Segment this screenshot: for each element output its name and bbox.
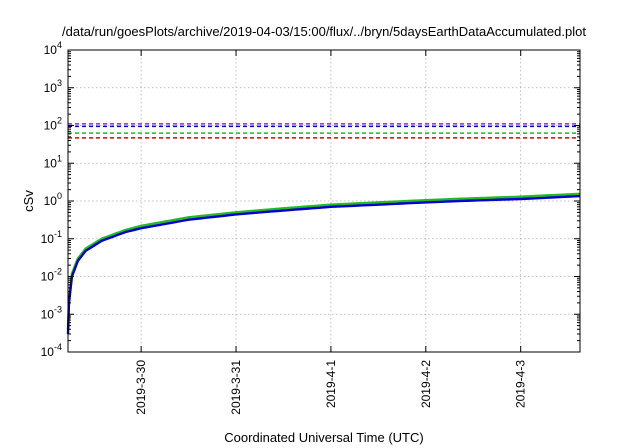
ticks — [68, 49, 580, 353]
y-tick-label: 10-2 — [41, 267, 62, 284]
x-tick-label: 2019-4-2 — [419, 360, 433, 408]
y-tick-label: 10-1 — [41, 229, 62, 246]
y-tick-label: 100 — [44, 191, 62, 208]
y-tick-label: 103 — [44, 78, 62, 95]
y-tick-label: 104 — [44, 40, 62, 57]
y-axis-label: cSv — [21, 190, 36, 212]
y-tick-labels: 10-4 10-3 10-2 10-1 100 101 102 103 104 — [41, 40, 62, 359]
x-axis-label: Coordinated Universal Time (UTC) — [224, 430, 423, 445]
x-tick-label: 2019-3-31 — [229, 360, 243, 415]
y-tick-label: 102 — [44, 116, 62, 133]
y-tick-label: 10-3 — [41, 304, 62, 321]
x-tick-label: 2019-4-3 — [514, 360, 528, 408]
x-tick-label: 2019-4-1 — [324, 360, 338, 408]
chart-title: /data/run/goesPlots/archive/2019-04-03/1… — [62, 24, 586, 39]
series-line — [66, 192, 581, 330]
y-tick-label: 101 — [44, 153, 62, 170]
series-line — [66, 194, 581, 335]
y-tick-label: 10-4 — [41, 342, 62, 359]
series-lines — [66, 192, 581, 335]
grid — [68, 50, 580, 352]
x-tick-labels: 2019-3-30 2019-3-31 2019-4-1 2019-4-2 2019-4… — [134, 360, 528, 415]
x-tick-label: 2019-3-30 — [134, 360, 148, 415]
threshold-lines — [68, 123, 580, 139]
